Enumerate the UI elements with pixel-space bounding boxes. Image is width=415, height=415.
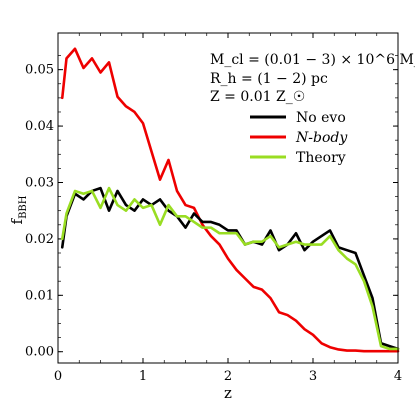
y-tick-label: 0.01 <box>25 288 54 303</box>
annotation-mass: M_cl = (0.01 − 3) × 10^6 M_☉ <box>210 52 415 68</box>
plot-frame <box>57 32 399 364</box>
y-tick-label: 0.04 <box>25 119 54 134</box>
x-tick-label: 1 <box>139 369 147 384</box>
svg-text:fBBH: fBBH <box>8 195 29 224</box>
y-tick-label: 0.02 <box>25 232 54 247</box>
x-tick-label: 4 <box>394 369 402 384</box>
y-axis-label-main: f <box>8 217 26 224</box>
y-axis-label-sub: BBH <box>18 195 29 219</box>
x-axis-ticks: 0 1 2 3 4 <box>54 33 402 384</box>
y-axis-ticks: 0.00 0.01 0.02 0.03 0.04 0.05 <box>25 55 398 360</box>
series-line-n-body <box>60 47 400 353</box>
x-axis-label: z <box>224 384 232 402</box>
x-tick-label: 2 <box>224 369 232 384</box>
legend-label-no-evo: No evo <box>296 110 346 126</box>
y-tick-label: 0.03 <box>25 175 54 190</box>
annotation-metallicity: Z = 0.01 Z_☉ <box>210 89 305 105</box>
x-tick-label: 3 <box>309 369 317 384</box>
legend-label-theory: Theory <box>296 150 346 166</box>
annotation-block: M_cl = (0.01 − 3) × 10^6 M_☉ R_h = (1 − … <box>210 52 415 105</box>
y-axis-label: fBBH <box>8 195 29 224</box>
y-tick-label: 0.05 <box>25 63 54 78</box>
y-tick-label: 0.00 <box>25 345 54 360</box>
legend-label-n-body: N-body <box>295 130 348 146</box>
x-tick-label: 0 <box>54 369 62 384</box>
series-layer <box>60 47 400 353</box>
series-line-theory <box>60 186 400 351</box>
series-line-no-evo <box>60 186 400 351</box>
annotation-radius: R_h = (1 − 2) pc <box>210 71 328 87</box>
legend: No evo N-body Theory <box>250 110 348 166</box>
